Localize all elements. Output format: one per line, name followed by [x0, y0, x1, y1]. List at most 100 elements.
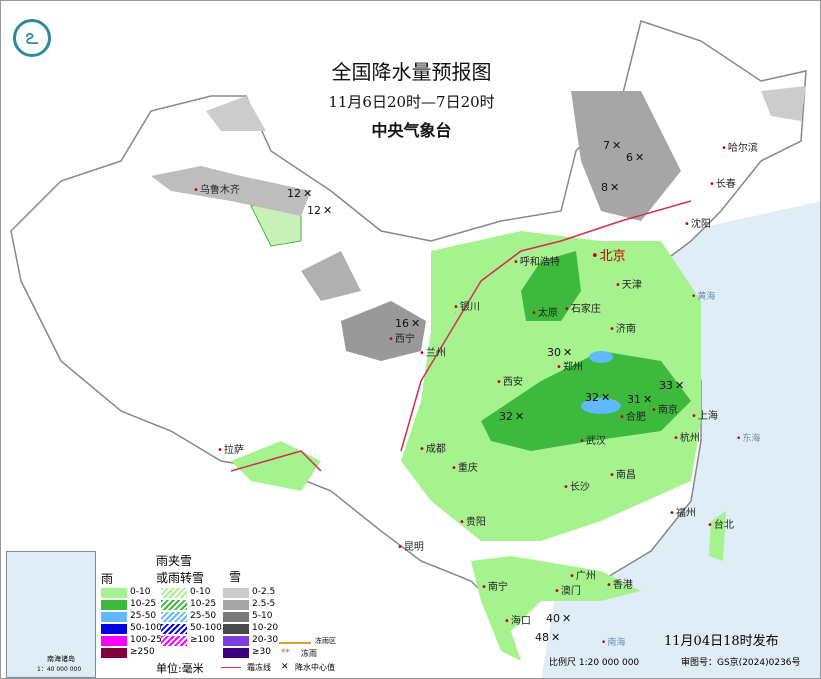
city-label: 澳门 — [554, 586, 581, 598]
city-label: 广州 — [569, 571, 596, 583]
precip-center-value: 16 — [395, 317, 409, 330]
precip-center-marker-icon: ✕ — [563, 346, 573, 359]
city-label: 长春 — [709, 179, 736, 191]
sea-label: 东海 — [736, 433, 760, 445]
legend-swatch-mixed — [161, 588, 187, 598]
legend-panel: 南海诸岛 1：40 000 000 雨 雨夹雪 或雨转雪 雪 0-10 10-25… — [1, 546, 336, 678]
city-label: 昆明 — [397, 542, 424, 554]
agency-name: 中央气象台 — [371, 121, 452, 140]
legend-label-snow: 10-20 — [252, 623, 279, 633]
legend-label-mixed: 25-50 — [190, 611, 217, 621]
legend-swatch-rain — [101, 612, 127, 622]
legend-swatch-snow — [223, 624, 249, 634]
city-label: 南昌 — [609, 470, 636, 482]
city-label: 上海 — [691, 411, 718, 423]
city-label: 成都 — [419, 444, 446, 456]
legend-swatch-snow — [223, 648, 249, 658]
precip-center-marker-icon: ✕ — [323, 204, 333, 217]
city-label: 南宁 — [481, 582, 508, 594]
rain-25-50-area — [589, 351, 613, 363]
legend-snow-title: 雪 — [229, 570, 242, 584]
freezing-rain-icon: ** — [281, 648, 290, 658]
city-label: 福州 — [669, 508, 696, 520]
legend-swatch-rain — [101, 588, 127, 598]
legend-mixed-title: 雨夹雪 — [156, 554, 193, 568]
scale-text: 比例尺 1:20 000 000 — [549, 658, 640, 668]
precip-center-marker-icon: ✕ — [675, 379, 685, 392]
city-label: 兰州 — [419, 348, 446, 360]
precip-center-value: 12 — [287, 187, 301, 200]
legend-swatch-snow — [223, 612, 249, 622]
freeze-line — [230, 200, 692, 472]
city-label: 拉萨 — [217, 445, 244, 457]
legend-rain-title: 雨 — [101, 572, 114, 586]
legend-swatch-snow — [223, 588, 249, 598]
precip-center-value: 48 — [535, 631, 549, 644]
city-label: 郑州 — [556, 362, 583, 374]
snow-area-gansu — [301, 251, 361, 301]
freezing-rain-area-line — [279, 642, 311, 644]
precip-center-value: 30 — [547, 346, 561, 359]
rain-south-area — [471, 556, 641, 661]
city-label: 北京 — [591, 249, 626, 264]
forecast-period: 11月6日20时—7日20时 — [328, 93, 495, 111]
cma-logo-icon: ఽ — [13, 19, 51, 57]
precip-center-value: 32 — [499, 410, 513, 423]
city-label: 乌鲁木齐 — [193, 185, 240, 197]
city-label: 天津 — [615, 280, 642, 292]
precip-center-marker-icon: ✕ — [303, 187, 313, 200]
snow-area-east — [761, 86, 806, 121]
city-label: 贵阳 — [459, 517, 486, 529]
legend-label-rain: 0-10 — [130, 587, 151, 597]
city-label: 沈阳 — [684, 219, 711, 231]
snow-area-qinghai — [341, 301, 426, 361]
city-label: 呼和浩特 — [513, 257, 560, 269]
city-label: 太原 — [531, 308, 558, 320]
legend-label-snow: 20-30 — [252, 635, 279, 645]
precip-center-value: 6 — [626, 151, 633, 164]
city-label: 哈尔滨 — [721, 143, 758, 155]
legend-label-rain: ≥250 — [130, 647, 155, 657]
legend-swatch-mixed — [161, 624, 187, 634]
precip-center-marker-icon: ✕ — [515, 410, 525, 423]
legend-label-mixed: ≥100 — [190, 635, 215, 645]
legend-label-snow: ≥30 — [252, 647, 271, 657]
legend-label-mixed: 10-25 — [190, 599, 217, 609]
city-label: 台北 — [707, 520, 734, 532]
city-label: 海口 — [504, 616, 531, 628]
precip-center-marker-icon: ✕ — [601, 391, 611, 404]
legend-label-snow: 0-2.5 — [252, 587, 276, 597]
legend-swatch-rain — [101, 648, 127, 658]
precip-center-marker-icon: ✕ — [610, 181, 620, 194]
snow-area-north — [206, 96, 266, 131]
precip-center-value: 12 — [307, 204, 321, 217]
sea-label: 南海 — [601, 637, 625, 649]
city-label: 济南 — [609, 324, 636, 336]
precip-center-value: 32 — [585, 391, 599, 404]
city-label: 武汉 — [579, 436, 606, 448]
map-title: 全国降水量预报图 — [331, 60, 492, 84]
rain-tibet-area — [231, 441, 321, 491]
legend-swatch-mixed — [161, 636, 187, 646]
city-label: 杭州 — [673, 433, 700, 445]
inset-scale: 1：40 000 000 — [37, 666, 82, 673]
city-label: 南京 — [651, 405, 678, 417]
legend-label-snow: 5-10 — [252, 611, 273, 621]
precip-center-value: 8 — [601, 181, 608, 194]
city-label: 银川 — [453, 302, 480, 314]
legend-swatch-snow — [223, 636, 249, 646]
inset-title: 南海诸岛 — [47, 655, 75, 663]
precip-center-value: 31 — [627, 393, 641, 406]
rain-25-50-area — [581, 398, 621, 414]
legend-freezing-rain: 冻雨 — [301, 649, 317, 658]
precip-center-value: 7 — [603, 139, 610, 152]
city-label: 西宁 — [388, 334, 415, 346]
legend-unit: 单位:毫米 — [156, 662, 204, 675]
legend-label-mixed: 0-10 — [190, 587, 211, 597]
sea-label: 黄海 — [691, 291, 715, 303]
legend-freeze-line: 霜冻线 — [247, 663, 271, 672]
city-label: 长沙 — [563, 482, 590, 494]
precip-center-marker-icon: ✕ — [562, 612, 572, 625]
issue-time: 11月04日18时发布 — [664, 634, 779, 649]
